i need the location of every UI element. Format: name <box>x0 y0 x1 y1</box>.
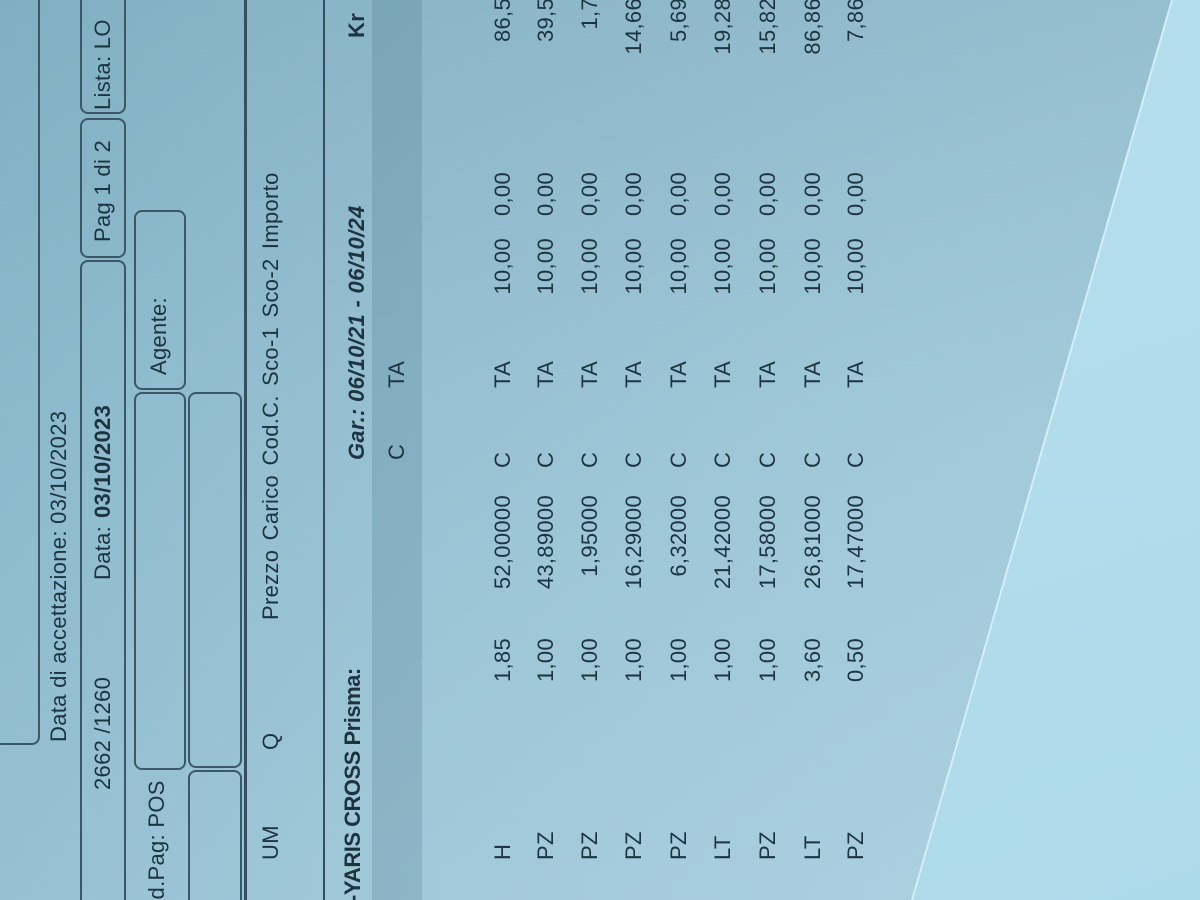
cell-prezzo: 1,95000 <box>577 495 602 577</box>
cell-prezzo: 16,29000 <box>621 495 646 590</box>
cell-sco1: 10,00 <box>577 238 602 295</box>
table-header-rule <box>323 0 325 900</box>
agent-label: Agente: <box>146 297 171 375</box>
cell-importo: 14,66 <box>621 0 646 55</box>
cell-carico: C <box>666 451 691 468</box>
cell-q: 0,50 <box>843 638 868 683</box>
empty-box-3 <box>188 392 242 768</box>
cell-um: PZ <box>666 831 691 860</box>
cell-carico: C <box>621 451 646 468</box>
cell-sco1: 10,00 <box>843 238 868 295</box>
cell-sco1: 10,00 <box>710 238 735 295</box>
cell-carico: C <box>577 451 602 468</box>
cell-q: 1,00 <box>577 638 602 683</box>
cell-q: 1,00 <box>710 638 735 683</box>
model-name: -YARIS CROSS Prisma: <box>340 668 365 900</box>
cell-um: PZ <box>755 831 780 860</box>
cell-carico: C <box>533 451 558 468</box>
acceptance-date: Data di accettazione: 03/10/2023 <box>46 410 71 742</box>
cell-prezzo: 17,58000 <box>755 495 780 590</box>
cell-um: PZ <box>621 831 646 860</box>
empty-box-2 <box>188 770 242 900</box>
cell-codc: TA <box>621 360 646 388</box>
payment-code: od.Pag: POS <box>144 780 169 900</box>
cell-sco2: 0,00 <box>666 172 691 217</box>
empty-box-1 <box>134 392 186 770</box>
cell-carico: C <box>710 451 735 468</box>
doc-info-box <box>80 260 126 900</box>
cell-q: 1,00 <box>755 638 780 683</box>
cell-prezzo: 43,89000 <box>533 495 558 590</box>
cell-sco2: 0,00 <box>710 172 735 217</box>
date-label: Data: <box>90 525 115 580</box>
cell-um: LT <box>800 835 825 860</box>
cell-sco2: 0,00 <box>800 172 825 217</box>
cell-q: 1,00 <box>666 638 691 683</box>
cell-q: 1,00 <box>533 638 558 683</box>
cell-sco1: 10,00 <box>621 238 646 295</box>
cell-q: 3,60 <box>800 638 825 683</box>
cell-um: LT <box>710 835 735 860</box>
cell-um: H <box>490 843 515 860</box>
date-value: 03/10/2023 <box>90 404 115 518</box>
cell-codc: TA <box>490 360 515 388</box>
cell-um: PZ <box>577 831 602 860</box>
col-q: Q <box>258 732 283 750</box>
km-label: Kr <box>344 12 369 38</box>
cell-sco1: 10,00 <box>800 238 825 295</box>
cell-sco2: 0,00 <box>490 172 515 217</box>
doc-number: 2662 /1260 <box>90 676 115 790</box>
cell-um: PZ <box>533 831 558 860</box>
cell-prezzo: 21,42000 <box>710 495 735 590</box>
cell-q: 1,00 <box>621 638 646 683</box>
cell-prezzo: 6,32000 <box>666 495 691 577</box>
section-carico: C <box>384 443 409 460</box>
cell-sco2: 0,00 <box>621 172 646 217</box>
cell-carico: C <box>800 451 825 468</box>
section-codc: TA <box>384 360 409 388</box>
cell-importo: 86,86 <box>800 0 825 55</box>
cell-sco2: 0,00 <box>577 172 602 217</box>
cell-importo: 1,7 <box>577 0 602 30</box>
cell-codc: TA <box>577 360 602 388</box>
cell-carico: C <box>490 451 515 468</box>
cell-codc: TA <box>666 360 691 388</box>
cell-importo: 5,69 <box>666 0 691 43</box>
cell-sco1: 10,00 <box>533 238 558 295</box>
cell-importo: 39,5 <box>533 0 558 43</box>
warranty: Gar.: 06/10/21 - 06/10/24 <box>344 205 369 460</box>
cell-sco2: 0,00 <box>755 172 780 217</box>
col-headers: Prezzo Carico Cod.C. Sco-1 Sco-2 Importo <box>258 172 283 620</box>
cell-prezzo: 17,47000 <box>843 495 868 590</box>
cell-carico: C <box>843 451 868 468</box>
cell-codc: TA <box>800 360 825 388</box>
cell-codc: TA <box>843 360 868 388</box>
cell-sco1: 10,00 <box>755 238 780 295</box>
cell-codc: TA <box>533 360 558 388</box>
price-list: Lista: LO <box>90 19 115 110</box>
col-um: UM <box>258 825 283 860</box>
cell-importo: 19,28 <box>710 0 735 55</box>
cell-sco2: 0,00 <box>533 172 558 217</box>
cell-codc: TA <box>755 360 780 388</box>
cell-importo: 86,5 <box>490 0 515 43</box>
table-top-rule <box>244 0 247 900</box>
cell-um: PZ <box>843 831 868 860</box>
cell-sco2: 0,00 <box>843 172 868 217</box>
cell-prezzo: 52,00000 <box>490 495 515 590</box>
top-box <box>0 0 40 745</box>
cell-importo: 15,82 <box>755 0 780 55</box>
cell-sco1: 10,00 <box>490 238 515 295</box>
cell-importo: 7,86 <box>843 0 868 43</box>
page-number: Pag 1 di 2 <box>90 139 115 242</box>
cell-codc: TA <box>710 360 735 388</box>
cell-carico: C <box>755 451 780 468</box>
cell-prezzo: 26,81000 <box>800 495 825 590</box>
cell-q: 1,85 <box>490 638 515 683</box>
cell-sco1: 10,00 <box>666 238 691 295</box>
